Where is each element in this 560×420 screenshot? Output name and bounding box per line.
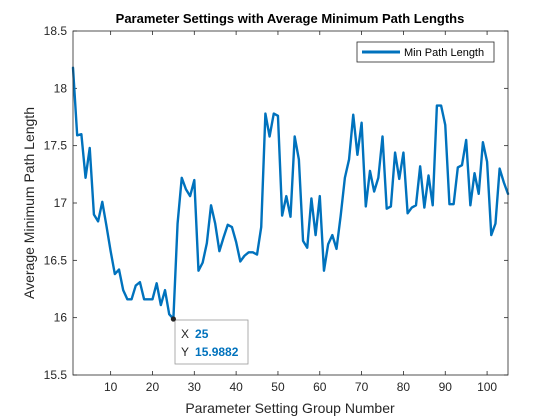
- datatip-box: [174, 319, 249, 365]
- datatip-x-value: 25: [195, 327, 209, 341]
- svg-text:X25: X 25: [181, 327, 209, 341]
- x-tick-label: 60: [313, 380, 327, 394]
- x-tick-label: 40: [229, 380, 243, 394]
- x-ticks: 10 20 30 40 50 60 70 80 90 100: [104, 31, 497, 394]
- x-tick-label: 100: [477, 380, 497, 394]
- y-tick-label: 16: [54, 311, 68, 325]
- legend[interactable]: Min Path Length: [356, 41, 495, 63]
- x-tick-label: 90: [439, 380, 453, 394]
- y-ticks: 15.5 16 16.5 17 17.5 18 18.5: [44, 24, 508, 382]
- y-tick-label: 17: [54, 196, 68, 210]
- y-tick-label: 18.5: [44, 24, 68, 38]
- x-tick-label: 30: [188, 380, 202, 394]
- legend-entry-label: Min Path Length: [404, 47, 484, 59]
- x-tick-label: 70: [355, 380, 369, 394]
- datatip-marker: [170, 316, 176, 322]
- svg-text:Y15.9882: Y 15.9882: [181, 345, 239, 359]
- y-tick-label: 15.5: [44, 368, 68, 382]
- y-tick-label: 18: [54, 81, 68, 95]
- datatip[interactable]: X 25 Y 15.9882: [170, 316, 249, 365]
- y-tick-label: 16.5: [44, 253, 68, 267]
- x-tick-label: 20: [146, 380, 160, 394]
- x-tick-label: 80: [397, 380, 411, 394]
- plot-frame: [72, 30, 509, 376]
- datatip-y-label: Y: [181, 345, 189, 359]
- plot-lines: [71, 66, 510, 321]
- series-line-0[interactable]: [71, 66, 510, 321]
- x-tick-label: 50: [271, 380, 285, 394]
- y-axis-label: Average Minimum Path Length: [21, 107, 37, 299]
- datatip-x-label: X: [181, 327, 189, 341]
- x-axis-label: Parameter Setting Group Number: [185, 400, 395, 416]
- x-tick-label: 10: [104, 380, 118, 394]
- datatip-y-value: 15.9882: [195, 345, 239, 359]
- chart-title: Parameter Settings with Average Minimum …: [116, 11, 465, 26]
- legend-box: [356, 41, 495, 63]
- y-tick-label: 17.5: [44, 139, 68, 153]
